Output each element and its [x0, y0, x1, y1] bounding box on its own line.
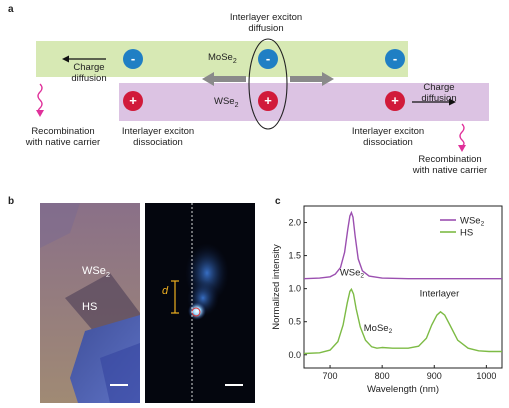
x-tick-label: 800 [375, 371, 390, 381]
y-tick-label: 1.0 [288, 284, 301, 294]
diffusion-arrow-left-icon [202, 72, 246, 86]
charge-diffusion-left-label: Charge diffusion [71, 62, 107, 84]
y-tick-label: 2.0 [288, 218, 301, 228]
pl-image [145, 203, 255, 403]
scale-bar-right [225, 384, 243, 386]
interlayer-diffusion-label: Interlayer exciton diffusion [196, 12, 336, 34]
recombination-left-label: Recombination with native carrier [25, 126, 101, 148]
interlayer-diffusion-line1: Interlayer exciton [229, 12, 303, 23]
diffusion-arrow-right-icon [290, 72, 334, 86]
optical-micrograph [40, 203, 140, 403]
micrograph-wse2-label: WSe2 [82, 265, 111, 280]
charge-diffusion-right-label: Charge diffusion [421, 82, 457, 104]
legend-label-2: HS [460, 228, 473, 239]
y-tick-label: 0.0 [288, 350, 301, 360]
scale-bar-left [110, 384, 128, 386]
y-tick-label: 1.5 [288, 251, 301, 261]
annotation-1: WSe2 [340, 267, 365, 279]
micrograph-hs-label: HS [82, 301, 98, 313]
y-tick-label: 0.5 [288, 317, 301, 327]
legend-label-1: WSe2 [460, 216, 485, 228]
hole-right-icon: + [385, 91, 405, 111]
panel-a-arrows [36, 38, 466, 152]
annotation-2: MoSe2 [364, 323, 393, 335]
electron-left-icon: - [123, 49, 143, 69]
pl-spectrum-chart: 700 800 900 1000 0.0 0.5 1.0 1.5 2.0 Wavelength (… [271, 205, 503, 395]
distance-label: d [162, 285, 169, 297]
wavy-emission-right-icon [459, 123, 465, 147]
wse2-layer-label: WSe2 [214, 96, 239, 109]
exciton-ellipse [248, 38, 288, 130]
y-axis-label: Normalized intensity [271, 244, 282, 330]
plot-frame [303, 205, 503, 369]
series-line-2 [303, 287, 502, 355]
wavy-emission-left-icon [37, 83, 43, 115]
x-tick-label: 900 [427, 371, 442, 381]
dissociation-right-label: Interlayer exciton dissociation [351, 126, 425, 148]
hole-left-icon: + [123, 91, 143, 111]
x-axis-label: Wavelength (nm) [367, 384, 439, 395]
dissociation-left-label: Interlayer exciton dissociation [121, 126, 195, 148]
hole-center-icon: + [258, 91, 278, 111]
recombination-right-label: Recombination with native carrier [412, 154, 488, 176]
panel-a-letter: a [8, 4, 14, 15]
electron-center-icon: - [258, 49, 278, 69]
mose2-layer-label: MoSe2 [208, 52, 237, 65]
x-tick-label: 700 [323, 371, 338, 381]
electron-right-icon: - [385, 49, 405, 69]
annotation-3: Interlayer [420, 289, 460, 300]
interlayer-diffusion-line2: diffusion [248, 23, 284, 34]
panel-c-letter: c [275, 196, 281, 207]
series-line-1 [303, 210, 502, 280]
x-tick-label: 1000 [476, 371, 496, 381]
panel-b-letter: b [8, 196, 15, 207]
